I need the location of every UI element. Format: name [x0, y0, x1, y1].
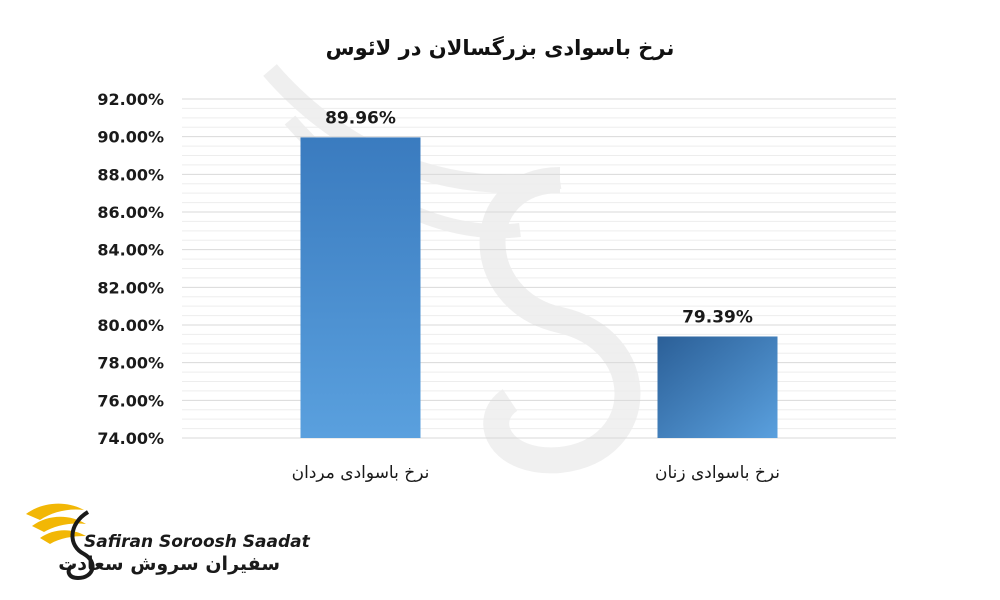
y-tick-label: 84.00%: [97, 241, 164, 260]
y-tick-label: 90.00%: [97, 128, 164, 147]
data-label-2: 79.39%: [682, 307, 753, 327]
data-label-1: 89.96%: [325, 108, 396, 128]
brand-name-fa: سفیران سروش سعادت: [58, 553, 280, 575]
chart-title: نرخ باسوادی بزرگسالان در لائوس: [325, 36, 675, 60]
x-category-label-2: نرخ باسوادی زنان: [655, 463, 780, 483]
brand-logo-icon: [26, 503, 95, 581]
bars: 89.96% 79.39%: [300, 108, 778, 439]
bar-1: [300, 137, 421, 439]
gridlines: [182, 98, 896, 439]
y-tick-label: 76.00%: [97, 391, 164, 410]
y-tick-label: 92.00%: [97, 90, 164, 109]
x-axis-labels: نرخ باسوادی مردان نرخ باسوادی زنان: [292, 463, 780, 483]
y-tick-label: 80.00%: [97, 316, 164, 335]
bar-2: [657, 336, 778, 438]
y-axis-ticks: 74.00% 76.00% 78.00% 80.00% 82.00% 84.00% 86.0…: [97, 90, 164, 448]
y-tick-label: 82.00%: [97, 278, 164, 297]
brand-name-en: Safiran Soroosh Saadat: [84, 532, 310, 552]
y-tick-label: 88.00%: [97, 165, 164, 184]
x-category-label-1: نرخ باسوادی مردان: [292, 463, 430, 483]
y-tick-label: 74.00%: [97, 429, 164, 448]
y-tick-label: 78.00%: [97, 354, 164, 373]
y-tick-label: 86.00%: [97, 203, 164, 222]
